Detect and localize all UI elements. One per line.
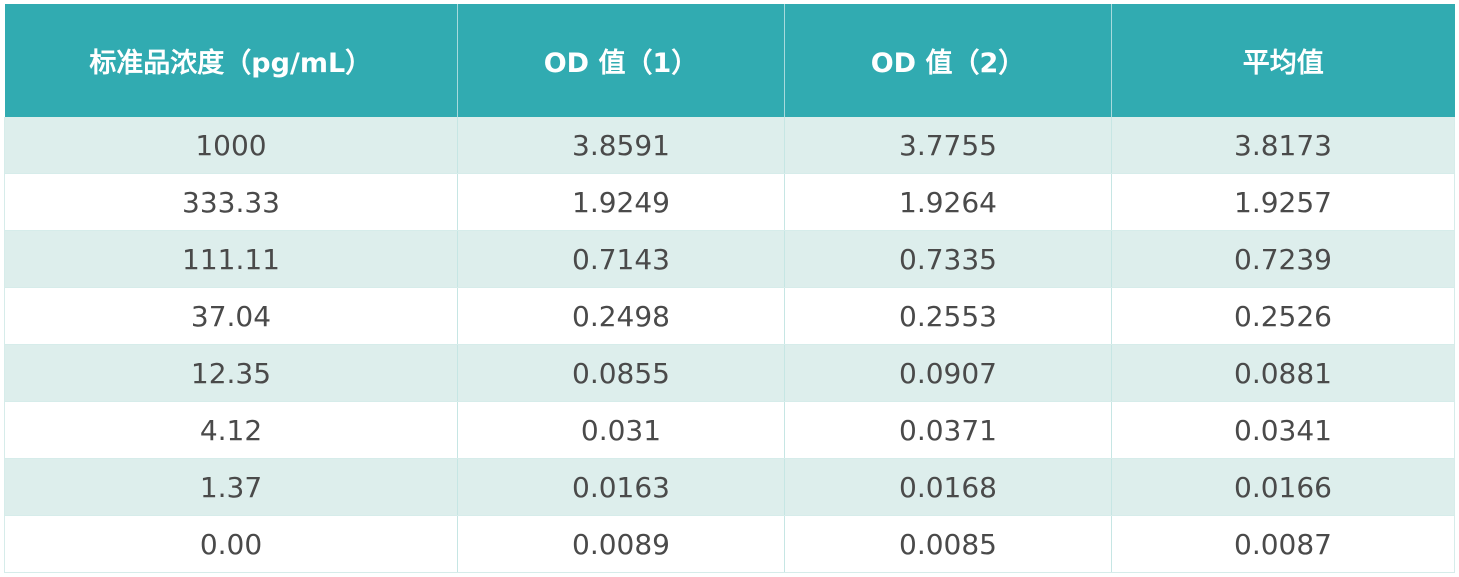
cell-average: 0.0166 [1111, 458, 1455, 516]
cell-od-1: 0.0855 [457, 344, 785, 402]
cell-od-1: 0.031 [457, 401, 785, 459]
cell-od-2: 0.0168 [784, 458, 1112, 516]
table-row: 111.11 0.7143 0.7335 0.7239 [4, 230, 1455, 288]
cell-od-1: 0.0089 [457, 515, 785, 573]
od-table-container: 标准品浓度（pg/mL） OD 值（1） OD 值（2） 平均值 1000 3.… [4, 4, 1455, 573]
table-row: 4.12 0.031 0.0371 0.0341 [4, 401, 1455, 459]
cell-od-1: 3.8591 [457, 117, 785, 174]
cell-concentration: 333.33 [4, 173, 458, 231]
cell-average: 0.2526 [1111, 287, 1455, 345]
cell-od-2: 1.9264 [784, 173, 1112, 231]
cell-od-2: 0.0371 [784, 401, 1112, 459]
cell-concentration: 4.12 [4, 401, 458, 459]
cell-average: 1.9257 [1111, 173, 1455, 231]
cell-od-2: 3.7755 [784, 117, 1112, 174]
cell-concentration: 1000 [4, 117, 458, 174]
cell-average: 3.8173 [1111, 117, 1455, 174]
header-od-1: OD 值（1） [457, 4, 785, 117]
cell-od-1: 0.7143 [457, 230, 785, 288]
cell-od-1: 0.2498 [457, 287, 785, 345]
cell-average: 0.0881 [1111, 344, 1455, 402]
cell-concentration: 12.35 [4, 344, 458, 402]
cell-od-1: 1.9249 [457, 173, 785, 231]
table-row: 37.04 0.2498 0.2553 0.2526 [4, 287, 1455, 345]
cell-concentration: 0.00 [4, 515, 458, 573]
cell-average: 0.0341 [1111, 401, 1455, 459]
table-header: 标准品浓度（pg/mL） OD 值（1） OD 值（2） 平均值 [4, 4, 1455, 117]
cell-od-2: 0.0085 [784, 515, 1112, 573]
cell-average: 0.7239 [1111, 230, 1455, 288]
header-od-2: OD 值（2） [784, 4, 1112, 117]
cell-od-2: 0.7335 [784, 230, 1112, 288]
cell-concentration: 111.11 [4, 230, 458, 288]
header-concentration: 标准品浓度（pg/mL） [4, 4, 458, 117]
table-body: 1000 3.8591 3.7755 3.8173 333.33 1.9249 … [4, 117, 1455, 573]
table-row: 0.00 0.0089 0.0085 0.0087 [4, 515, 1455, 573]
cell-concentration: 1.37 [4, 458, 458, 516]
cell-concentration: 37.04 [4, 287, 458, 345]
cell-od-2: 0.2553 [784, 287, 1112, 345]
cell-od-1: 0.0163 [457, 458, 785, 516]
od-value-table: 标准品浓度（pg/mL） OD 值（1） OD 值（2） 平均值 1000 3.… [4, 4, 1455, 573]
cell-od-2: 0.0907 [784, 344, 1112, 402]
table-row: 1.37 0.0163 0.0168 0.0166 [4, 458, 1455, 516]
cell-average: 0.0087 [1111, 515, 1455, 573]
header-row: 标准品浓度（pg/mL） OD 值（1） OD 值（2） 平均值 [4, 4, 1455, 117]
table-row: 1000 3.8591 3.7755 3.8173 [4, 117, 1455, 174]
table-row: 12.35 0.0855 0.0907 0.0881 [4, 344, 1455, 402]
table-row: 333.33 1.9249 1.9264 1.9257 [4, 173, 1455, 231]
header-average: 平均值 [1111, 4, 1455, 117]
